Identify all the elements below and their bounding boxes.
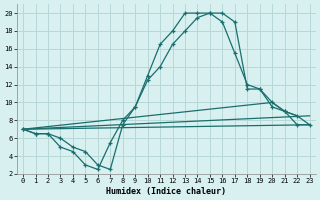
X-axis label: Humidex (Indice chaleur): Humidex (Indice chaleur) [106,187,226,196]
